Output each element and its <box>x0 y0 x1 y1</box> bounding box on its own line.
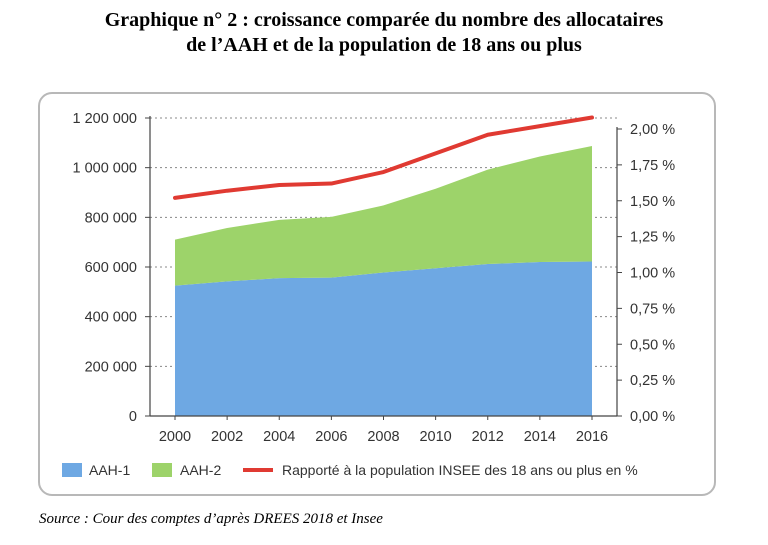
right-tick-label-8: 2,00 % <box>630 122 675 138</box>
legend-label-ratio: Rapporté à la population INSEE des 18 an… <box>282 462 638 478</box>
x-tick-label-0: 2000 <box>159 429 191 445</box>
right-tick-label-2: 0,50 % <box>630 337 675 353</box>
area-aah-2 <box>175 146 592 286</box>
left-tick-label-5: 1 000 000 <box>72 161 137 177</box>
x-tick-label-5: 2010 <box>419 429 451 445</box>
chart-title-line-1: Graphique n° 2 : croissance comparée du … <box>104 9 664 31</box>
legend-swatch-aah-1 <box>62 463 82 477</box>
right-tick-label-0: 0,00 % <box>630 409 675 425</box>
chart-title-line-2: de l’AAH et de la population de 18 ans o… <box>186 34 582 56</box>
right-tick-label-3: 0,75 % <box>630 301 675 317</box>
area-aah-1 <box>175 261 592 416</box>
line-ratio-population <box>173 115 594 200</box>
x-tick-label-3: 2006 <box>315 429 347 445</box>
x-tick-label-6: 2012 <box>472 429 504 445</box>
x-tick-label-1: 2002 <box>211 429 243 445</box>
legend-label-aah-1: AAH-1 <box>89 462 130 478</box>
right-tick-label-1: 0,25 % <box>630 373 675 389</box>
legend-swatch-aah-2 <box>152 463 172 477</box>
x-tick-label-8: 2016 <box>576 429 608 445</box>
left-tick-label-3: 600 000 <box>85 260 137 276</box>
right-tick-label-7: 1,75 % <box>630 158 675 174</box>
left-tick-label-2: 400 000 <box>85 310 137 326</box>
left-tick-label-4: 800 000 <box>85 210 137 226</box>
left-tick-label-1: 200 000 <box>85 359 137 375</box>
source-note: Source : Cour des comptes d’après DREES … <box>39 511 383 527</box>
right-tick-label-6: 1,50 % <box>630 194 675 210</box>
x-tick-label-7: 2014 <box>524 429 556 445</box>
legend-label-aah-2: AAH-2 <box>180 462 221 478</box>
x-tick-label-2: 2004 <box>263 429 295 445</box>
left-tick-label-0: 0 <box>129 409 137 425</box>
right-tick-label-5: 1,25 % <box>630 230 675 246</box>
left-tick-label-6: 1 200 000 <box>72 111 137 127</box>
chart-title: Graphique n° 2 : croissance comparée du … <box>0 8 768 58</box>
right-tick-label-4: 1,00 % <box>630 266 675 282</box>
x-tick-label-4: 2008 <box>367 429 399 445</box>
